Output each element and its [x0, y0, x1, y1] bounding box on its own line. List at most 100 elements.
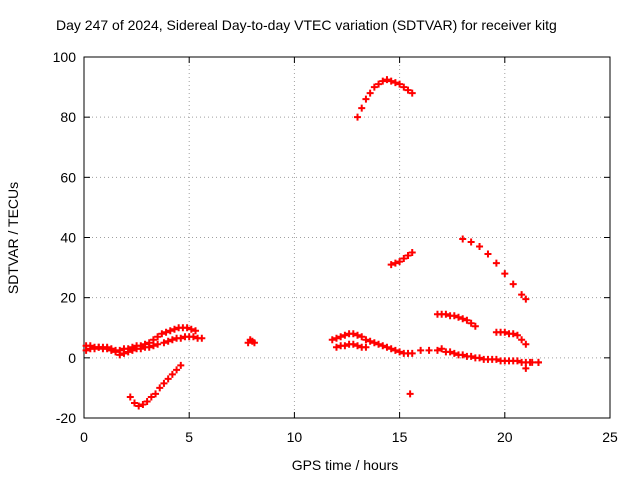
data-point	[328, 336, 336, 344]
y-axis-label: SDTVAR / TECUs	[5, 182, 21, 294]
data-point	[387, 345, 395, 353]
data-point	[467, 319, 475, 327]
data-point	[116, 351, 124, 359]
data-point	[135, 402, 143, 410]
data-point	[366, 337, 374, 345]
data-point	[488, 355, 496, 363]
data-point	[370, 83, 378, 91]
data-point	[349, 340, 357, 348]
data-point	[183, 324, 191, 332]
data-point	[391, 259, 399, 267]
data-point	[467, 238, 475, 246]
data-point	[162, 328, 170, 336]
data-point	[501, 270, 509, 278]
data-point	[143, 397, 151, 405]
data-point	[156, 384, 164, 392]
data-point	[189, 333, 197, 341]
y-tick-label: 40	[60, 230, 76, 246]
data-point	[518, 291, 526, 299]
y-tick-label: 100	[53, 49, 77, 65]
data-point	[400, 83, 408, 91]
data-point	[354, 342, 362, 350]
data-point	[370, 339, 378, 347]
data-point	[160, 339, 168, 347]
data-point	[154, 333, 162, 341]
data-point	[492, 259, 500, 267]
data-point	[362, 336, 370, 344]
data-point	[170, 325, 178, 333]
data-point	[177, 361, 185, 369]
data-point	[164, 375, 172, 383]
x-tick-label: 15	[392, 429, 408, 445]
data-point	[177, 334, 185, 342]
data-point	[522, 358, 530, 366]
y-tick-label: 0	[68, 350, 76, 366]
y-tick-label: 20	[60, 290, 76, 306]
data-point	[471, 354, 479, 362]
data-point	[120, 349, 128, 357]
data-point	[354, 113, 362, 121]
data-point	[82, 346, 90, 354]
data-point	[459, 235, 467, 243]
y-tick-label: 60	[60, 169, 76, 185]
data-point	[173, 366, 181, 374]
data-point	[354, 331, 362, 339]
data-point	[362, 95, 370, 103]
data-point	[112, 348, 120, 356]
data-point	[154, 340, 162, 348]
data-point	[484, 250, 492, 258]
data-point	[332, 334, 340, 342]
data-point	[408, 249, 416, 257]
y-tick-label: -20	[56, 410, 76, 426]
data-point	[438, 345, 446, 353]
data-point	[145, 343, 153, 351]
data-point	[446, 348, 454, 356]
data-point	[501, 328, 509, 336]
data-point	[137, 345, 145, 353]
data-point	[513, 357, 521, 365]
data-point	[375, 80, 383, 88]
data-point	[497, 357, 505, 365]
data-point	[509, 280, 517, 288]
data-point	[192, 327, 200, 335]
data-point	[164, 337, 172, 345]
data-point	[139, 400, 147, 408]
chart-title: Day 247 of 2024, Sidereal Day-to-day VTE…	[56, 17, 557, 33]
data-point	[476, 243, 484, 251]
data-point	[158, 330, 166, 338]
plot-frame	[83, 56, 611, 419]
data-point	[391, 346, 399, 354]
data-point	[375, 340, 383, 348]
data-point	[126, 393, 134, 401]
x-tick-label: 0	[80, 429, 88, 445]
data-point	[425, 346, 433, 354]
data-point	[366, 89, 374, 97]
x-tick-label: 25	[602, 429, 618, 445]
data-point	[160, 379, 168, 387]
data-point	[358, 333, 366, 341]
data-point	[166, 327, 174, 335]
data-point	[349, 330, 357, 338]
data-point	[152, 390, 160, 398]
x-tick-label: 5	[185, 429, 193, 445]
data-point	[450, 349, 458, 357]
data-point	[471, 322, 479, 330]
data-point	[480, 355, 488, 363]
data-point	[107, 345, 115, 353]
data-point	[459, 315, 467, 323]
data-point	[341, 331, 349, 339]
data-point	[442, 310, 450, 318]
data-point	[187, 325, 195, 333]
data-point	[396, 348, 404, 356]
data-point	[379, 342, 387, 350]
data-point	[522, 295, 530, 303]
data-point	[168, 370, 176, 378]
data-point	[387, 261, 395, 269]
data-point	[455, 351, 463, 359]
data-point	[124, 348, 132, 356]
data-point	[396, 80, 404, 88]
data-points	[82, 76, 542, 410]
data-point	[522, 364, 530, 372]
